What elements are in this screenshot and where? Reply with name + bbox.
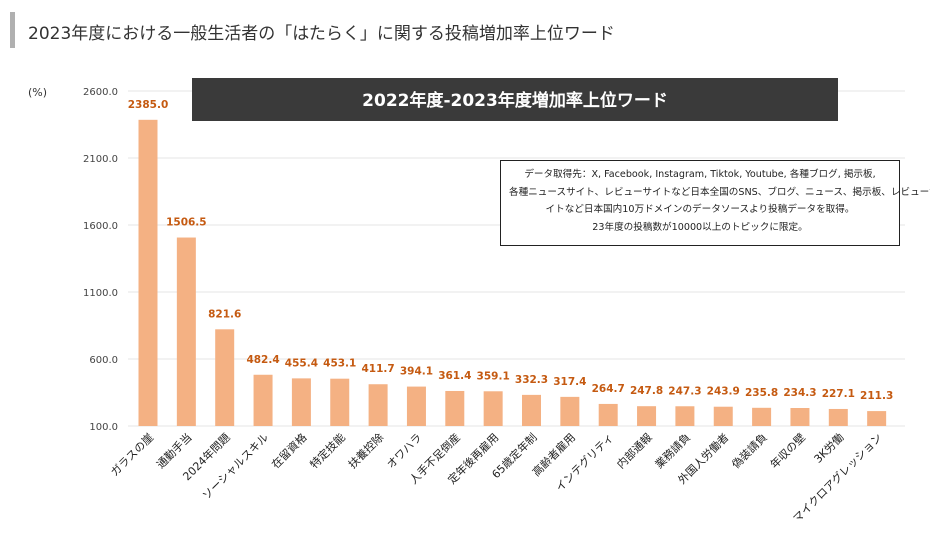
- value-label: 482.4: [246, 354, 279, 366]
- bar: [483, 391, 503, 426]
- value-label: 264.7: [592, 383, 625, 395]
- category-label: ガラスの崖: [108, 431, 156, 479]
- bar: [790, 408, 810, 426]
- note-line: データ取得先：X, Facebook, Instagram, Tiktok, Y…: [524, 169, 876, 180]
- chart-title-banner: 2022年度-2023年度増加率上位ワード: [192, 78, 838, 121]
- category-labels: ガラスの崖通勤手当2024年問題ソーシャルスキル在留資格特定技能扶養控除オワハラ…: [108, 430, 885, 525]
- data-source-note: データ取得先：X, Facebook, Instagram, Tiktok, Y…: [500, 160, 930, 246]
- y-tick-label: 2100.0: [83, 154, 118, 165]
- bar: [828, 408, 848, 426]
- y-tick-label: 600.0: [89, 355, 118, 366]
- value-label: 234.3: [783, 387, 816, 399]
- value-label: 411.7: [361, 363, 394, 375]
- y-tick-label: 100.0: [89, 422, 118, 433]
- value-label: 821.6: [208, 308, 241, 320]
- y-tick-label: 1600.0: [83, 221, 118, 232]
- category-label: 年収の壁: [767, 430, 808, 471]
- bar: [560, 396, 580, 426]
- bar: [713, 406, 733, 426]
- note-line: イトなど日本国内10万ドメインのデータソースより投稿データを取得。: [545, 204, 855, 215]
- bar: [138, 119, 158, 426]
- bar: [445, 390, 465, 426]
- page-title: 2023年度における一般生活者の「はたらく」に関する投稿増加率上位ワード: [28, 24, 615, 44]
- bar: [330, 378, 350, 426]
- value-label: 455.4: [285, 357, 318, 369]
- banner-background: [192, 78, 838, 121]
- bar: [752, 407, 772, 426]
- note-line: 各種ニュースサイト、レビューサイトなど日本全国のSNS、ブログ、ニュース、掲示板…: [509, 186, 930, 198]
- header-accent-bar: [10, 12, 15, 48]
- chart-title: 2022年度-2023年度増加率上位ワード: [362, 90, 668, 111]
- bar: [406, 386, 426, 426]
- value-label: 227.1: [822, 388, 855, 400]
- page-header: 2023年度における一般生活者の「はたらく」に関する投稿増加率上位ワード: [10, 12, 915, 48]
- note-line: 23年度の投稿数が10000以上のトピックに限定。: [592, 221, 808, 233]
- value-label: 2385.0: [128, 99, 169, 111]
- value-label: 1506.5: [166, 217, 207, 229]
- bar: [598, 403, 618, 426]
- bars: [138, 119, 887, 426]
- value-label: 243.9: [707, 386, 740, 398]
- bar-chart: 2600.0 2100.0 1600.0 1100.0 600.0 100.0 (%) 2…: [28, 78, 905, 525]
- category-label: 在留資格: [269, 430, 310, 471]
- value-labels: 2385.0 1506.5 821.6 482.4 455.4 453.1 411.7 394…: [128, 99, 894, 402]
- y-axis-ticks: 2600.0 2100.0 1600.0 1100.0 600.0 100.0: [83, 87, 118, 433]
- bar: [637, 406, 657, 426]
- bar: [675, 406, 695, 426]
- category-label: 内部通報: [614, 430, 655, 471]
- value-label: 247.3: [668, 385, 701, 397]
- bar: [291, 378, 311, 426]
- value-label: 453.1: [323, 358, 356, 370]
- category-label: ソーシャルスキル: [200, 431, 271, 502]
- category-label: 3K労働: [811, 430, 847, 466]
- bar: [253, 374, 273, 426]
- y-tick-label: 1100.0: [83, 288, 118, 299]
- bar: [215, 329, 235, 426]
- bar: [522, 394, 541, 426]
- y-tick-label: 2600.0: [83, 87, 118, 98]
- y-axis-label: (%): [28, 86, 47, 99]
- value-label: 235.8: [745, 387, 778, 399]
- value-label: 361.4: [438, 370, 471, 382]
- value-label: 247.8: [630, 385, 663, 397]
- value-label: 332.3: [515, 374, 548, 386]
- category-label: 偽装請負: [729, 430, 770, 471]
- category-label: 特定技能: [307, 430, 348, 471]
- value-label: 211.3: [860, 390, 893, 402]
- value-label: 394.1: [400, 366, 433, 378]
- value-label: 359.1: [477, 370, 510, 382]
- bar: [368, 384, 388, 426]
- bar: [867, 411, 887, 426]
- category-label: 扶養控除: [345, 430, 386, 471]
- value-label: 317.4: [553, 376, 586, 388]
- bar: [176, 237, 196, 426]
- chart-container: 2600.0 2100.0 1600.0 1100.0 600.0 100.0 (%) 2…: [0, 70, 930, 544]
